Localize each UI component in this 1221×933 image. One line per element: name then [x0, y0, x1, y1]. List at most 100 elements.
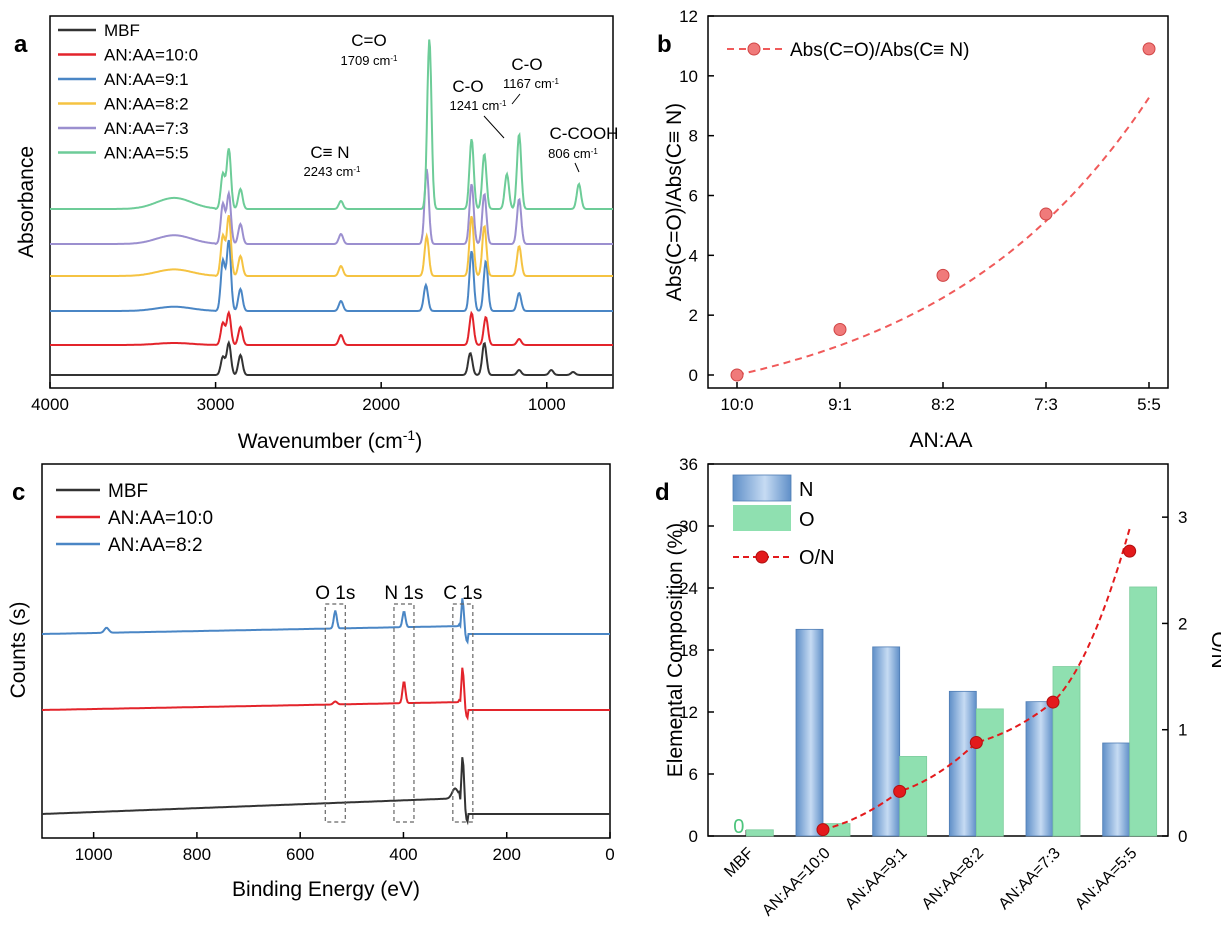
y-tick-label: 6: [689, 765, 698, 784]
y-tick-label: 6: [689, 187, 698, 206]
plot-frame: [41, 463, 611, 839]
x-tick-label: 1000: [75, 845, 113, 864]
x-tick-label: 800: [183, 845, 211, 864]
y-axis-label: Abs(C=O)/Abs(C≡ N): [663, 103, 686, 301]
x-tick-label: 5:5: [1137, 395, 1161, 414]
legend-marker: [755, 550, 769, 564]
panel-letter: b: [657, 31, 672, 58]
x-tick-label: 7:3: [1034, 395, 1058, 414]
y-axis-label: Elemental Composition (%): [664, 523, 687, 777]
legend-swatch-n: [732, 474, 792, 502]
annotation-leader: [483, 115, 505, 139]
ratio-point: [1123, 544, 1137, 558]
data-point: [1039, 207, 1053, 221]
y-tick-label: 18: [679, 641, 698, 660]
ratio-point: [893, 784, 907, 798]
ratio-curve: [822, 528, 1131, 831]
y2-tick-label: 3: [1178, 508, 1187, 527]
y-tick-label: 24: [679, 579, 698, 598]
y-axis-label: Absorbance: [15, 146, 38, 258]
y-axis-label: Counts (s): [7, 602, 30, 699]
panel-letter: a: [14, 31, 28, 58]
legend-swatch-o: [733, 505, 791, 531]
y-tick-label: 0: [689, 827, 698, 846]
x-tick-label: 600: [286, 845, 314, 864]
plot-frame: [707, 15, 1169, 389]
x-tick-label: 10:0: [720, 395, 753, 414]
legend-label: O/N: [799, 547, 835, 569]
x-tick-label: 4000: [31, 395, 69, 414]
legend-label: MBF: [108, 481, 148, 502]
annotation-label: C-O: [452, 77, 483, 96]
y-tick-label: 8: [689, 127, 698, 146]
annotation-leader: [574, 162, 580, 173]
spectrum-line: [50, 168, 613, 246]
zero-label: 0: [733, 816, 744, 838]
y-tick-label: 12: [679, 7, 698, 26]
y-tick-label: 0: [689, 366, 698, 385]
plot-frame: [49, 15, 614, 389]
bar-n: [795, 628, 824, 837]
annotation-sub: 2243 cm-1: [304, 164, 362, 179]
peak-box: [452, 603, 474, 823]
peak-label: C 1s: [443, 583, 482, 604]
data-point: [730, 368, 744, 382]
legend-label: AN:AA=10:0: [108, 508, 213, 529]
panel-letter: c: [12, 479, 25, 506]
y2-tick-label: 2: [1178, 614, 1187, 633]
spectrum-line: [50, 215, 613, 277]
data-point: [1142, 42, 1156, 56]
y-tick-label: 36: [679, 455, 698, 474]
annotation-label: C-O: [511, 55, 542, 74]
x-tick-label: 1000: [528, 395, 566, 414]
fit-curve: [736, 97, 1150, 376]
bar-n: [1102, 742, 1131, 837]
x-tick-label: 2000: [362, 395, 400, 414]
peak-label: N 1s: [384, 583, 423, 604]
x-tick-label: 8:2: [931, 395, 955, 414]
y-tick-label: 4: [689, 246, 698, 265]
spectrum-line: [50, 340, 613, 376]
spectrum-line: [50, 309, 613, 346]
legend-label: AN:AA=9:1: [104, 70, 189, 89]
ratio-point: [816, 823, 830, 837]
y-tick-label: 10: [679, 67, 698, 86]
peak-box: [324, 603, 346, 823]
x-tick-label: 400: [389, 845, 417, 864]
bar-n: [1025, 701, 1054, 837]
x-tick-label: AN:AA=5:5: [1072, 845, 1140, 913]
x-axis-label: Wavenumber (cm-1): [238, 427, 422, 453]
legend-marker: [747, 42, 761, 56]
legend-label: AN:AA=10:0: [104, 46, 198, 65]
annotation-sub: 1167 cm-1: [503, 76, 560, 91]
legend-label: N: [799, 479, 813, 501]
annotation-sub: 1241 cm-1: [450, 98, 508, 113]
annotation-label: C≡ N: [310, 143, 349, 162]
legend-label: O: [799, 509, 815, 531]
bar-o: [975, 708, 1004, 837]
panel-c: 1000 800 600 400 200 0 Binding Energy (eV) Coun…: [7, 463, 615, 901]
legend-label: AN:AA=5:5: [104, 144, 189, 163]
legend-label: Abs(C=O)/Abs(C≡ N): [790, 40, 969, 61]
x-tick-label: AN:AA=7:3: [996, 845, 1064, 913]
peak-box: [393, 603, 415, 823]
peak-label: O 1s: [315, 583, 355, 604]
y-tick-label: 12: [679, 703, 698, 722]
x-tick-label: 9:1: [828, 395, 852, 414]
ratio-point: [969, 735, 983, 749]
panel-letter: d: [655, 479, 670, 506]
legend-label: AN:AA=7:3: [104, 119, 189, 138]
legend-label: AN:AA=8:2: [104, 95, 189, 114]
y-tick-label: 2: [689, 306, 698, 325]
y2-tick-label: 0: [1178, 827, 1187, 846]
x-tick-label: AN:AA=10:0: [759, 845, 834, 920]
x-tick-label: 200: [493, 845, 521, 864]
legend-label: MBF: [104, 21, 140, 40]
bar-o: [899, 756, 928, 837]
x-tick-label: MBF: [721, 845, 757, 881]
bar-o: [1129, 586, 1158, 837]
ratio-point: [1046, 695, 1060, 709]
spectrum-line: [50, 239, 613, 312]
